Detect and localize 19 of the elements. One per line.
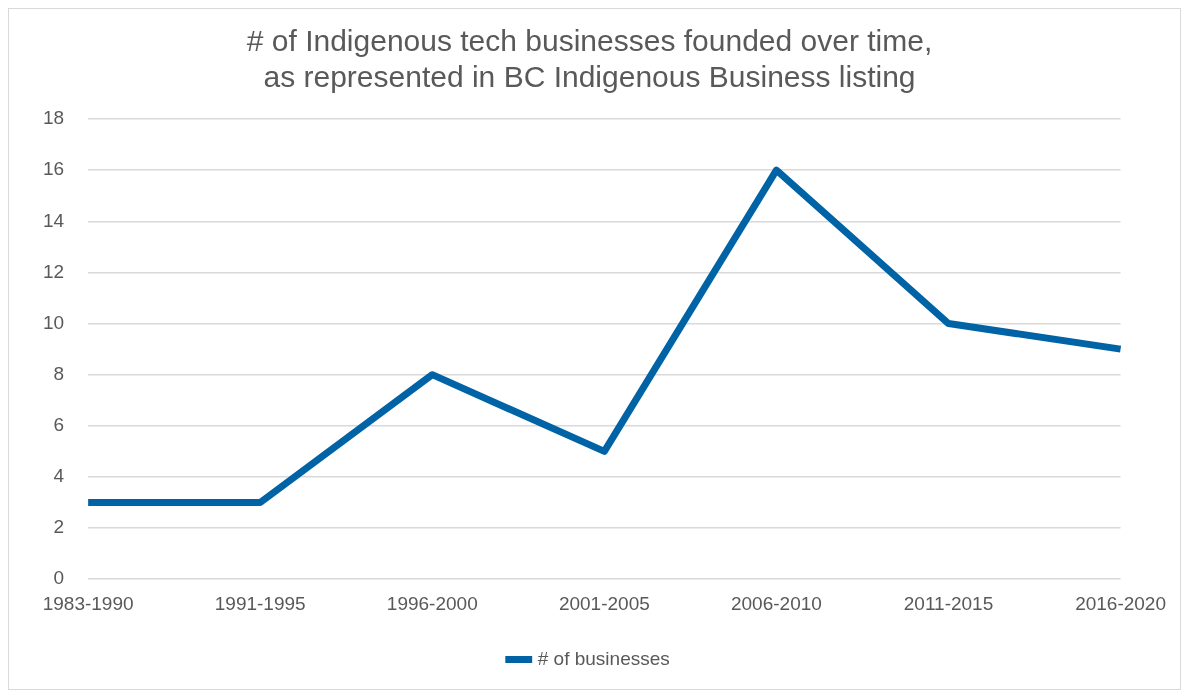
x-tick-label: 2006-2010: [730, 592, 822, 614]
y-tick-label: 2: [53, 516, 65, 538]
y-tick-label: 12: [42, 260, 65, 282]
x-tick-label: 1996-2000: [386, 592, 478, 614]
y-tick-label: 16: [42, 158, 65, 180]
y-tick-label: 18: [42, 107, 65, 129]
y-tick-label: 0: [53, 567, 65, 589]
chart-title: # of Indigenous tech businesses founded over time, as represented in BC Indigenous Business listing: [246, 24, 933, 94]
y-tick-label: 14: [42, 209, 65, 231]
y-tick-label: 10: [42, 311, 65, 333]
y-tick-label: 6: [53, 414, 65, 436]
x-tick-label: 1991-1995: [214, 592, 306, 614]
x-tick-label: 1983-1990: [42, 592, 134, 614]
x-tick-label: 2011-2015: [903, 592, 994, 614]
legend-label: # of businesses: [537, 647, 670, 669]
y-tick-label: 4: [53, 465, 65, 487]
x-tick-label: 2016-2020: [1075, 592, 1167, 614]
y-tick-label: 8: [53, 362, 65, 384]
x-tick-label: 2001-2005: [558, 592, 650, 614]
